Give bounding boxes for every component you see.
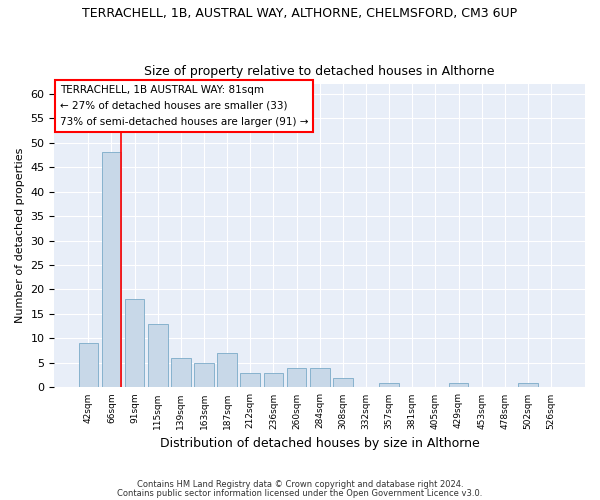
Bar: [79, 344, 98, 388]
Bar: [263, 372, 283, 388]
X-axis label: Distribution of detached houses by size in Althorne: Distribution of detached houses by size …: [160, 437, 479, 450]
Text: TERRACHELL, 1B, AUSTRAL WAY, ALTHORNE, CHELMSFORD, CM3 6UP: TERRACHELL, 1B, AUSTRAL WAY, ALTHORNE, C…: [82, 8, 518, 20]
Bar: [217, 353, 237, 388]
Bar: [287, 368, 307, 388]
Text: Contains HM Land Registry data © Crown copyright and database right 2024.: Contains HM Land Registry data © Crown c…: [137, 480, 463, 489]
Bar: [379, 382, 399, 388]
Bar: [171, 358, 191, 388]
Bar: [241, 372, 260, 388]
Bar: [310, 368, 329, 388]
Bar: [449, 382, 469, 388]
Bar: [518, 382, 538, 388]
Bar: [194, 363, 214, 388]
Bar: [148, 324, 167, 388]
Bar: [333, 378, 353, 388]
Bar: [101, 152, 121, 388]
Text: TERRACHELL, 1B AUSTRAL WAY: 81sqm
← 27% of detached houses are smaller (33)
73% : TERRACHELL, 1B AUSTRAL WAY: 81sqm ← 27% …: [60, 86, 308, 126]
Title: Size of property relative to detached houses in Althorne: Size of property relative to detached ho…: [145, 66, 495, 78]
Bar: [125, 300, 145, 388]
Y-axis label: Number of detached properties: Number of detached properties: [15, 148, 25, 324]
Text: Contains public sector information licensed under the Open Government Licence v3: Contains public sector information licen…: [118, 489, 482, 498]
